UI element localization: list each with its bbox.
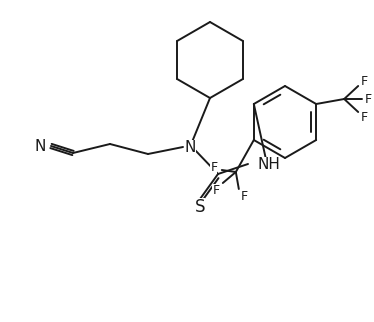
Text: F: F	[240, 191, 247, 204]
Text: S: S	[195, 198, 205, 216]
Text: N: N	[184, 139, 196, 155]
Text: NH: NH	[258, 156, 281, 172]
Text: F: F	[361, 74, 368, 88]
Text: F: F	[210, 160, 217, 174]
Text: F: F	[365, 92, 372, 106]
Text: F: F	[361, 110, 368, 124]
Text: N: N	[35, 138, 46, 154]
Text: F: F	[212, 184, 220, 196]
